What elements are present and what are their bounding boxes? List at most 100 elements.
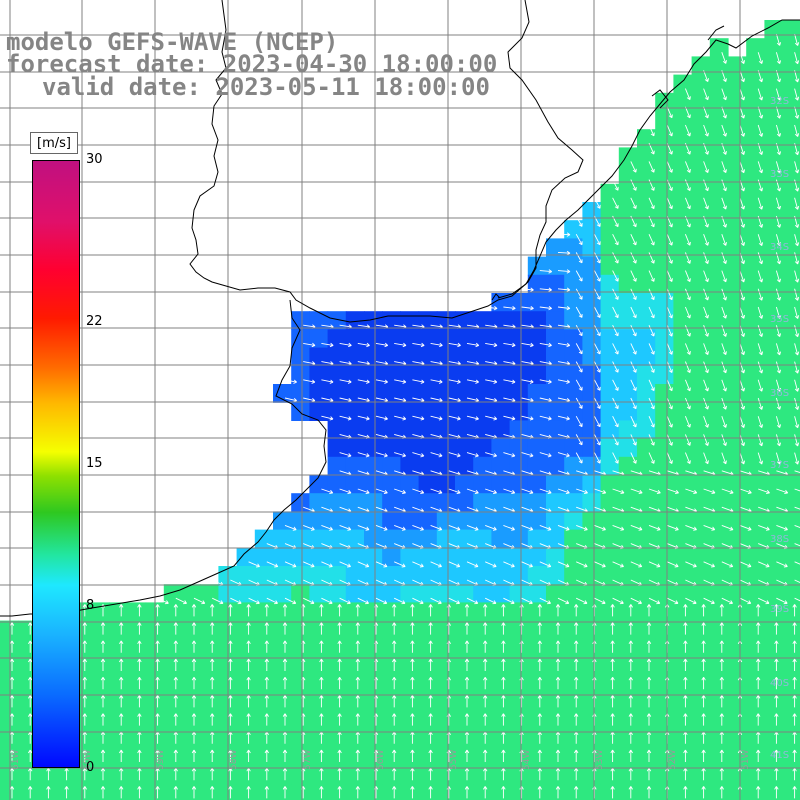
wind-arrow <box>739 434 746 447</box>
wind-arrow <box>630 325 637 337</box>
wind-cell <box>273 784 292 800</box>
wind-cell <box>691 256 711 276</box>
wind-arrow <box>483 622 488 635</box>
wind-arrow <box>646 658 652 671</box>
wind-cell <box>673 675 693 694</box>
wind-cell <box>655 693 674 713</box>
wind-cell <box>418 511 438 531</box>
wind-arrow <box>503 305 516 311</box>
wind-cell <box>309 511 329 531</box>
wind-arrow <box>46 786 51 799</box>
wind-arrow <box>319 749 324 762</box>
wind-cell <box>582 675 602 694</box>
wind-cell <box>291 511 310 531</box>
wind-arrow <box>610 622 615 635</box>
wind-arrow <box>648 306 655 319</box>
wind-arrow <box>501 658 506 671</box>
latitude-label: 36S <box>770 388 789 399</box>
wind-cell <box>600 365 620 385</box>
wind-cell <box>764 657 784 676</box>
wind-arrow <box>575 233 583 246</box>
colorbar-tick-label: 8 <box>86 597 95 613</box>
wind-cell <box>782 602 800 622</box>
wind-arrow <box>666 179 673 191</box>
wind-cell <box>509 438 529 458</box>
wind-cell <box>345 675 365 694</box>
wind-cell <box>600 438 620 458</box>
wind-arrow <box>46 767 51 781</box>
wind-arrow <box>775 288 782 301</box>
wind-arrow <box>539 597 551 605</box>
wind-arrow <box>339 597 351 605</box>
wind-cell <box>618 438 638 458</box>
wind-cell <box>400 693 420 713</box>
wind-arrow <box>721 561 734 568</box>
wind-cell <box>91 729 110 749</box>
wind-arrow <box>701 767 706 781</box>
wind-cell <box>418 602 438 622</box>
wind-arrow <box>448 597 460 605</box>
wind-cell <box>764 293 784 312</box>
wind-arrow <box>612 197 619 209</box>
wind-arrow <box>339 524 352 531</box>
wind-cell <box>655 183 674 203</box>
wind-arrow <box>721 325 727 337</box>
wind-speed-field <box>0 20 800 800</box>
wind-arrow <box>794 470 800 473</box>
wind-cell <box>291 493 310 512</box>
wind-arrow <box>739 325 746 337</box>
wind-arrow <box>410 767 415 781</box>
wind-arrow <box>756 767 761 781</box>
wind-cell <box>709 456 729 476</box>
wind-cell <box>400 547 420 567</box>
wind-arrow <box>64 767 69 781</box>
wind-cell <box>582 729 602 749</box>
wind-cell <box>509 620 529 640</box>
wind-arrow <box>191 786 197 799</box>
wind-cell <box>473 493 492 512</box>
wind-cell <box>709 438 729 458</box>
wind-cell <box>655 311 674 330</box>
wind-arrow <box>137 767 142 781</box>
wind-cell <box>254 711 274 731</box>
wind-arrow <box>612 252 619 264</box>
longitude-label: 53W <box>595 750 605 770</box>
wind-cell <box>182 602 201 622</box>
wind-arrow <box>739 52 746 64</box>
wind-arrow <box>155 695 160 708</box>
wind-cell <box>254 748 274 767</box>
wind-arrow <box>739 379 746 392</box>
wind-arrow <box>756 749 761 762</box>
wind-arrow <box>775 252 782 265</box>
wind-cell <box>728 147 747 167</box>
wind-arrow <box>503 488 516 495</box>
wind-cell <box>691 202 711 221</box>
wind-arrow <box>703 452 709 465</box>
wind-cell <box>546 566 565 585</box>
wind-arrow <box>739 524 752 531</box>
wind-arrow <box>574 676 579 690</box>
wind-cell <box>746 165 765 185</box>
wind-cell <box>455 638 474 658</box>
wind-cell <box>673 329 693 349</box>
wind-arrow <box>464 604 470 617</box>
wind-cell <box>728 584 747 603</box>
wind-arrow <box>464 658 470 671</box>
wind-cell <box>691 165 711 185</box>
wind-arrow <box>210 786 215 799</box>
wind-arrow <box>683 640 688 653</box>
wind-cell <box>109 657 128 676</box>
wind-cell <box>127 748 147 767</box>
wind-arrow <box>756 695 761 708</box>
wind-arrow <box>774 695 779 708</box>
wind-cell <box>709 748 729 767</box>
wind-arrow <box>792 658 797 671</box>
wind-cell <box>509 584 529 603</box>
wind-arrow <box>210 767 215 781</box>
wind-arrow <box>574 640 579 653</box>
wind-arrow <box>630 434 637 446</box>
wind-cell <box>728 602 747 622</box>
wind-arrow <box>555 695 561 708</box>
wind-cell <box>582 438 602 458</box>
wind-cell <box>764 420 784 440</box>
